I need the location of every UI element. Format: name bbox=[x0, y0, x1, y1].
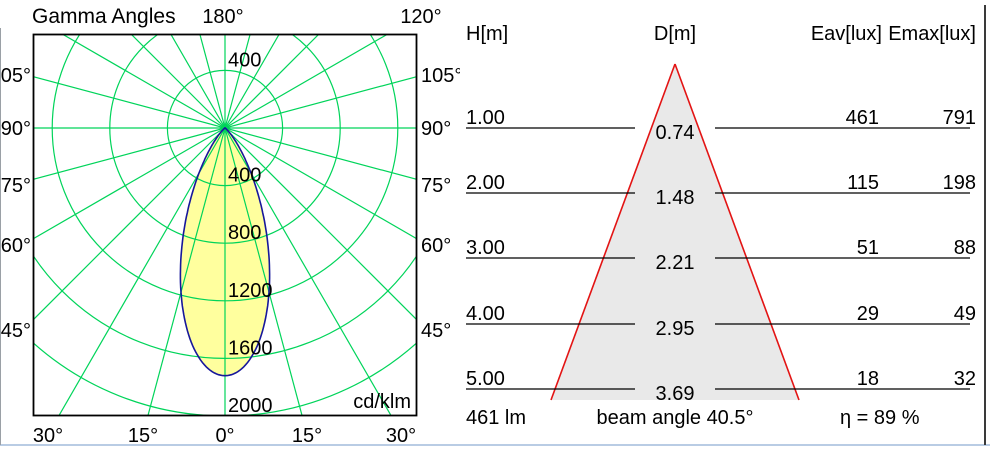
max-illuminance-value: 88 bbox=[954, 237, 976, 259]
mounting-height-value: 5.00 bbox=[466, 368, 505, 390]
right-border-line bbox=[984, 5, 986, 445]
grid-radial bbox=[224, 127, 416, 180]
cone-diagram: H[m] D[m] Eav[lux] Emax[lux] 1.00 0.74 461… bbox=[466, 23, 976, 429]
ring-label: 400 bbox=[228, 49, 261, 71]
gamma-label-120: 120° bbox=[400, 6, 441, 28]
gamma-label-left: 105° bbox=[0, 65, 31, 87]
beam-diameter-value: 0.74 bbox=[656, 122, 695, 144]
gamma-label-bottom: 30° bbox=[33, 425, 63, 447]
unit-label: cd/klm bbox=[353, 391, 411, 413]
beam-cone-left-edge bbox=[550, 63, 676, 401]
polar-grid bbox=[34, 35, 416, 415]
grid-radial bbox=[224, 127, 416, 239]
beam-diameter-value: 3.69 bbox=[656, 383, 695, 405]
intensity-lobe-outline bbox=[179, 127, 271, 377]
grid-radial bbox=[170, 35, 226, 129]
average-illuminance-value: 115 bbox=[847, 172, 879, 194]
gamma-label-left: 45° bbox=[1, 320, 31, 342]
ring-label: 1200 bbox=[228, 280, 273, 302]
grid-radial bbox=[224, 127, 303, 415]
ring-label: 1600 bbox=[228, 337, 273, 359]
left-border-line bbox=[0, 28, 1, 445]
efficiency-label: η = 89 % bbox=[840, 407, 920, 429]
grid-radial bbox=[224, 76, 416, 129]
mounting-height-value: 2.00 bbox=[466, 172, 505, 194]
average-illuminance-value: 51 bbox=[857, 237, 879, 259]
beam-cone-fill bbox=[551, 64, 799, 400]
average-illuminance-value: 18 bbox=[857, 368, 879, 390]
ring-label: 2000 bbox=[228, 395, 273, 417]
bottom-divider-line bbox=[0, 444, 990, 446]
gamma-label-right: 105° bbox=[421, 65, 460, 87]
gamma-label-right: 90° bbox=[421, 118, 451, 140]
grid-radial bbox=[34, 127, 226, 180]
grid-radial bbox=[224, 35, 251, 129]
beam-cone-right-edge bbox=[674, 63, 800, 401]
grid-radial bbox=[224, 35, 388, 129]
gamma-label-left: 75° bbox=[1, 175, 31, 197]
luminous-flux-label: 461 lm bbox=[466, 407, 526, 429]
ring-label: 800 bbox=[228, 222, 261, 244]
grid-radial bbox=[199, 35, 226, 129]
gamma-label-right: 75° bbox=[421, 175, 451, 197]
gamma-label-right: 60° bbox=[421, 235, 451, 257]
grid-radial bbox=[131, 35, 226, 129]
column-header-d: D[m] bbox=[654, 23, 696, 45]
max-illuminance-value: 791 bbox=[943, 107, 976, 129]
max-illuminance-value: 49 bbox=[954, 303, 976, 325]
average-illuminance-value: 29 bbox=[857, 303, 879, 325]
table-row: 3.00 2.21 51 88 bbox=[466, 237, 976, 274]
grid-radial bbox=[224, 35, 319, 129]
grid-radial bbox=[62, 35, 226, 129]
beam-diameter-value: 1.48 bbox=[656, 187, 695, 209]
gamma-label-bottom: 0° bbox=[215, 425, 234, 447]
beam-diameter-value: 2.21 bbox=[656, 252, 695, 274]
max-illuminance-value: 198 bbox=[943, 172, 976, 194]
gamma-label-180: 180° bbox=[202, 6, 243, 28]
grid-radial bbox=[224, 35, 280, 129]
average-illuminance-value: 461 bbox=[846, 107, 879, 129]
beam-diameter-value: 2.95 bbox=[656, 318, 695, 340]
max-illuminance-value: 32 bbox=[954, 368, 976, 390]
polar-frame bbox=[32, 33, 418, 417]
mounting-height-value: 1.00 bbox=[466, 107, 505, 129]
illuminance-table-rows: 1.00 0.74 461 791 2.00 1.48 115 198 3.00 2.21 51 88… bbox=[466, 107, 976, 405]
gamma-label-left: 60° bbox=[1, 235, 31, 257]
gamma-label-bottom: 30° bbox=[386, 425, 416, 447]
ring-value-labels: 400 400 800 1200 1600 2000 bbox=[228, 49, 273, 417]
table-row: 4.00 2.95 29 49 bbox=[466, 303, 976, 340]
polar-title: Gamma Angles bbox=[32, 5, 176, 28]
column-header-eav: Eav[lux] bbox=[811, 23, 882, 45]
gamma-bottom-labels: 30° 15° 0° 15° 30° bbox=[33, 425, 416, 447]
beam-angle-label: beam angle 40.5° bbox=[596, 407, 753, 429]
ring-label: 400 bbox=[228, 165, 261, 187]
grid-radial bbox=[58, 127, 226, 415]
gamma-label-right: 45° bbox=[421, 320, 451, 342]
grid-radial bbox=[224, 127, 392, 415]
grid-radial bbox=[34, 127, 226, 320]
mounting-height-value: 4.00 bbox=[466, 303, 505, 325]
gamma-side-labels: 105° 90° 75° 60° 45° 105° 90° 75° 60° 45° bbox=[0, 65, 460, 342]
table-row: 2.00 1.48 115 198 bbox=[466, 172, 976, 209]
grid-radial bbox=[34, 76, 226, 129]
grid-radial bbox=[147, 127, 226, 415]
mounting-height-value: 3.00 bbox=[466, 237, 505, 259]
gamma-label-bottom: 15° bbox=[292, 425, 322, 447]
column-header-h: H[m] bbox=[466, 23, 508, 45]
table-row: 1.00 0.74 461 791 bbox=[466, 107, 976, 144]
grid-radial bbox=[34, 127, 226, 239]
table-row: 5.00 3.69 18 32 bbox=[466, 368, 976, 405]
polar-intensity-diagram: Gamma Angles 180° 120° 400 400 800 1200 1600… bbox=[0, 5, 460, 447]
grid-radial bbox=[224, 127, 416, 320]
column-header-emax: Emax[lux] bbox=[888, 23, 976, 45]
gamma-label-bottom: 15° bbox=[128, 425, 158, 447]
gamma-label-left: 90° bbox=[1, 118, 31, 140]
